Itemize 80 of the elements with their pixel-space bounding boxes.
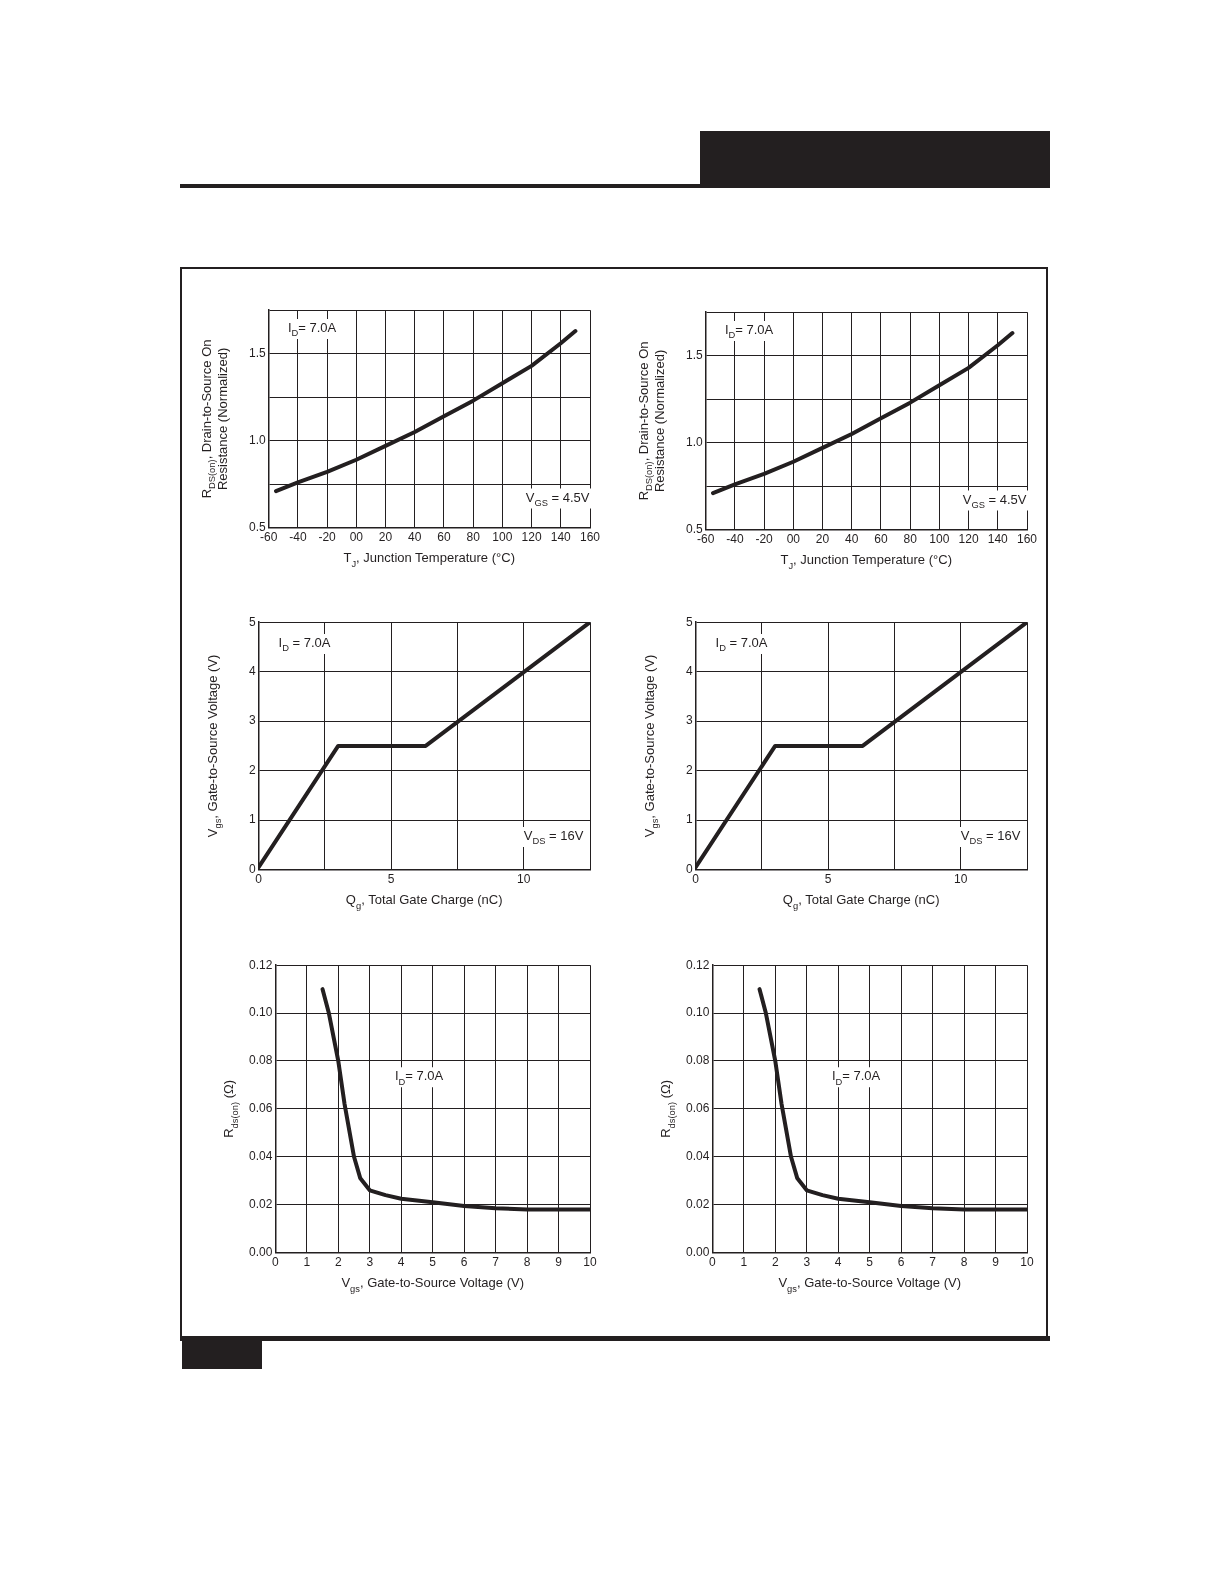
x-tick-label: 9 [992, 1255, 1000, 1270]
y-tick-label: 5 [248, 614, 256, 629]
x-tick-label: 160 [1016, 532, 1038, 547]
y-tick-label: 1.0 [685, 434, 703, 449]
x-tick-label: 20 [815, 532, 830, 547]
x-tick-label: 160 [579, 530, 601, 545]
y-tick-label: 5 [685, 614, 693, 629]
x-tick-label: 6 [897, 1255, 905, 1270]
x-tick-label: 100 [929, 532, 950, 547]
y-tick-label: 1.5 [248, 345, 266, 360]
x-tick-label: 60 [874, 532, 888, 547]
x-tick-label: 7 [492, 1255, 500, 1270]
x-tick-label: 5 [387, 872, 395, 887]
x-tick-label: 20 [378, 530, 393, 545]
x-tick-label: -20 [318, 530, 337, 545]
x-tick-label: 00 [349, 530, 364, 545]
y-tick-label: 4 [685, 663, 693, 678]
y-axis-title: Rds(on) (Ω) [221, 1079, 240, 1138]
y-tick-label: 1.5 [685, 347, 703, 362]
x-tick-label: -20 [755, 532, 774, 547]
x-tick-label: 80 [903, 532, 918, 547]
x-tick-label: 4 [834, 1255, 842, 1270]
x-tick-label: 10 [517, 872, 531, 887]
x-tick-label: 120 [958, 532, 979, 547]
x-tick-label: 40 [408, 530, 422, 545]
x-tick-label: 8 [523, 1255, 531, 1270]
y-tick-label: 0.04 [249, 1149, 273, 1164]
x-tick-label: 2 [334, 1255, 342, 1270]
x-tick-label: 00 [786, 532, 801, 547]
x-tick-label: 10 [954, 872, 968, 887]
x-tick-label: 80 [466, 530, 481, 545]
y-tick-label: 0.06 [686, 1101, 710, 1116]
x-tick-label: 5 [429, 1255, 437, 1270]
y-tick-label: 4 [248, 663, 256, 678]
y-tick-label: 0.02 [686, 1197, 710, 1212]
y-tick-label: 0.06 [249, 1101, 273, 1116]
y-tick-label: 2 [685, 762, 693, 777]
y-tick-label: 2 [248, 762, 256, 777]
y-tick-label: 0.12 [249, 957, 273, 972]
x-tick-label: 10 [583, 1255, 597, 1270]
x-tick-label: -40 [726, 532, 744, 547]
y-tick-label: 0.00 [686, 1244, 710, 1259]
y-tick-label: 0.02 [249, 1197, 273, 1212]
y-axis-title: Rds(on) (Ω) [658, 1079, 677, 1138]
y-tick-label: 1.0 [248, 432, 266, 447]
x-tick-label: 1 [740, 1255, 748, 1270]
x-tick-label: 8 [960, 1255, 968, 1270]
x-tick-label: 100 [492, 530, 513, 545]
y-tick-label: 0.08 [686, 1053, 710, 1068]
x-tick-label: -40 [289, 530, 307, 545]
x-tick-label: 5 [824, 872, 832, 887]
y-tick-label: 1 [248, 812, 256, 827]
x-tick-label: 140 [987, 532, 1009, 547]
x-tick-label: 6 [460, 1255, 468, 1270]
y-tick-label: 3 [685, 713, 693, 728]
x-tick-label: 40 [845, 532, 859, 547]
y-tick-label: 1 [685, 812, 693, 827]
y-tick-label: 0.10 [249, 1005, 273, 1020]
x-tick-label: 1 [303, 1255, 311, 1270]
x-tick-label: 10 [1020, 1255, 1034, 1270]
y-tick-label: 0.08 [249, 1053, 273, 1068]
y-tick-label: 0 [248, 861, 256, 876]
y-tick-label: 0 [685, 861, 693, 876]
y-tick-label: 3 [248, 713, 256, 728]
x-tick-label: 120 [521, 530, 542, 545]
x-tick-label: 4 [397, 1255, 405, 1270]
y-tick-label: 0.04 [686, 1149, 710, 1164]
x-tick-label: 9 [555, 1255, 563, 1270]
x-tick-label: 3 [366, 1255, 374, 1270]
x-tick-label: 3 [803, 1255, 811, 1270]
y-axis-title: Vgs, Gate-to-Source Voltage (V) [641, 654, 661, 838]
x-tick-label: 2 [771, 1255, 779, 1270]
y-axis-title: Vgs, Gate-to-Source Voltage (V) [204, 654, 224, 838]
x-tick-label: 7 [929, 1255, 937, 1270]
y-tick-label: 0.00 [249, 1244, 273, 1259]
x-tick-label: 60 [437, 530, 451, 545]
y-tick-label: 0.12 [686, 957, 710, 972]
x-tick-label: 140 [550, 530, 572, 545]
y-tick-label: 0.10 [686, 1005, 710, 1020]
x-tick-label: 5 [866, 1255, 874, 1270]
